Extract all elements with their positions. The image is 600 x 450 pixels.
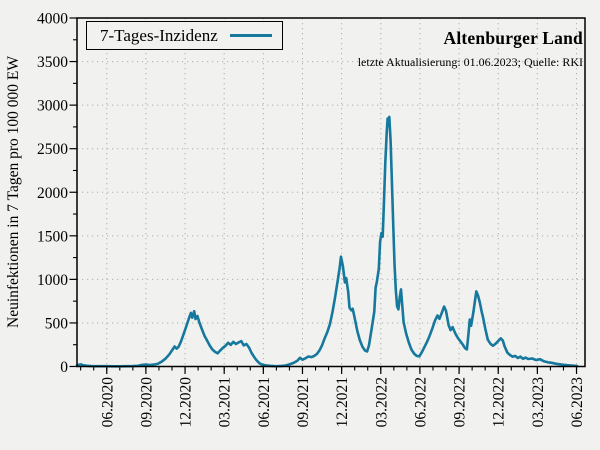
- x-tick-label: 12.2020: [178, 377, 195, 428]
- x-tick-label: 12.2022: [491, 377, 508, 427]
- y-tick-label: 2000: [37, 185, 68, 202]
- x-tick-label: 03.2023: [530, 377, 547, 428]
- x-tick-label: 06.2023: [569, 377, 586, 428]
- chart-title: Altenburger Land: [443, 28, 583, 48]
- x-tick-label: 06.2022: [412, 377, 429, 427]
- plot-frame: [76, 17, 586, 368]
- y-tick-label: 2500: [37, 141, 68, 158]
- x-tick-label: 09.2021: [295, 377, 312, 427]
- x-tick-label: 09.2022: [452, 377, 469, 427]
- x-tick-label: 12.2021: [334, 377, 351, 427]
- series-line: [75, 115, 579, 368]
- x-tick-label: 06.2021: [256, 377, 273, 427]
- x-tick-label: 03.2022: [373, 377, 390, 427]
- y-tick-label: 0: [60, 359, 68, 376]
- y-axis-label: Neuinfektionen in 7 Tagen pro 100 000 EW: [5, 56, 22, 328]
- y-tick-label: 500: [45, 315, 69, 332]
- x-tick-label: 06.2020: [99, 377, 116, 428]
- y-tick-label: 4000: [37, 11, 68, 28]
- legend-box: 7-Tages-Inzidenz: [86, 21, 283, 50]
- legend-label: 7-Tages-Inzidenz: [100, 25, 218, 45]
- chart-subtitle: letzte Aktualisierung: 01.06.2023; Quell…: [357, 55, 583, 69]
- legend-line-sample-icon: [229, 33, 272, 38]
- y-tick-label: 3500: [37, 54, 68, 71]
- y-tick-label: 1500: [37, 228, 68, 245]
- x-tick-label: 09.2020: [138, 377, 155, 428]
- y-tick-label: 3000: [37, 98, 68, 115]
- y-tick-label: 1000: [37, 272, 68, 289]
- x-tick-label: 03.2021: [217, 377, 234, 427]
